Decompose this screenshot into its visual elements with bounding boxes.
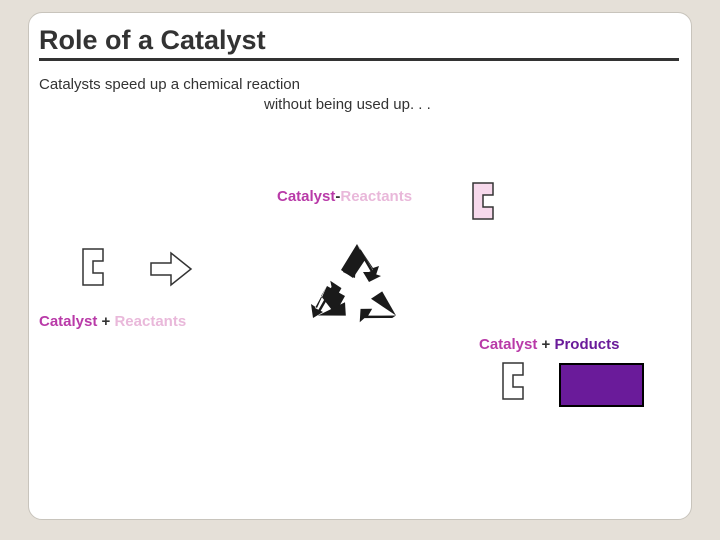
reactants-word: Reactants: [340, 188, 412, 205]
separator-plus: +: [537, 336, 554, 353]
catalyst-word: Catalyst: [277, 188, 335, 205]
open-box-glyph-icon: [499, 361, 529, 401]
slide-title: Role of a Catalyst: [39, 25, 679, 61]
arrowhead-glyph-icon: [149, 249, 193, 289]
reactants-word: Reactants: [114, 313, 186, 330]
catalyst-word: Catalyst: [479, 336, 537, 353]
label-catalyst-reactants-top: Catalyst-Reactants: [277, 188, 412, 205]
label-catalyst-reactants-left: Catalyst + Reactants: [39, 313, 186, 330]
subtitle-line1: Catalysts speed up a chemical reaction: [39, 75, 431, 95]
catalyst-word: Catalyst: [39, 313, 97, 330]
label-catalyst-products-right: Catalyst + Products: [479, 336, 619, 353]
recycle-icon: [307, 238, 407, 338]
slide-panel: Role of a Catalyst Catalysts speed up a …: [28, 12, 692, 520]
slide-subtitle: Catalysts speed up a chemical reaction w…: [39, 75, 431, 116]
separator-plus: +: [97, 313, 114, 330]
products-box-icon: [559, 363, 644, 407]
open-box-glyph-icon: [469, 181, 499, 221]
products-word: Products: [554, 336, 619, 353]
subtitle-line2: without being used up. . .: [264, 95, 431, 115]
open-box-glyph-icon: [79, 247, 109, 287]
